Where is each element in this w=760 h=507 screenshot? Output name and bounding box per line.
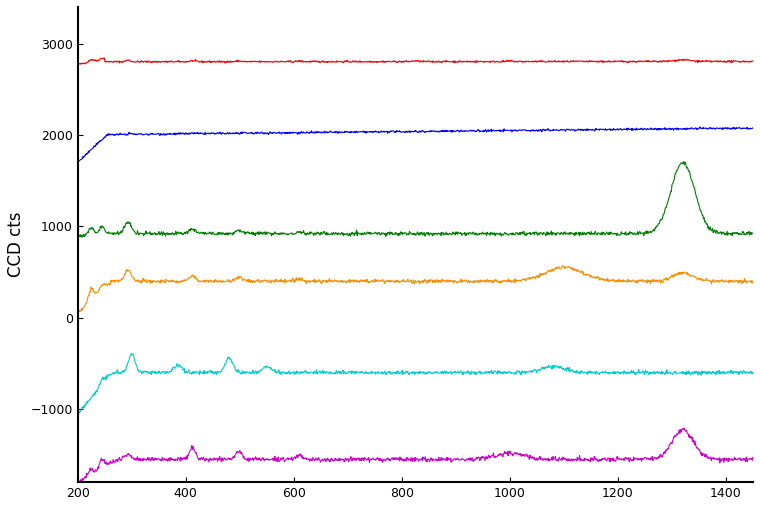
Y-axis label: CCD cts: CCD cts [7, 212, 25, 277]
